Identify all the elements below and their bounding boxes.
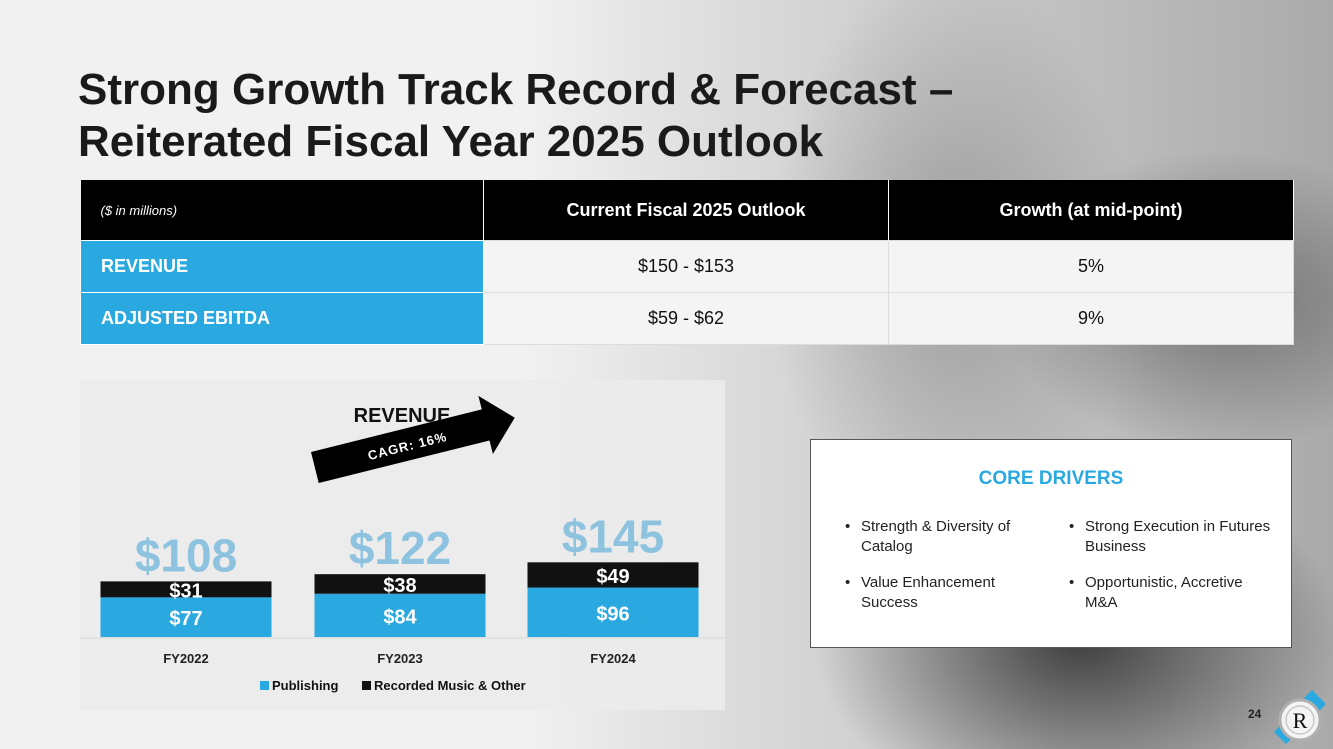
core-drivers-heading: CORE DRIVERS xyxy=(978,468,1124,489)
list-item: Opportunistic, Accretive M&A xyxy=(1067,573,1277,613)
revenue-outlook: $150 - $153 xyxy=(483,240,889,293)
legend-swatch-publishing xyxy=(260,681,269,690)
x-tick-label-fy2022: FY2022 xyxy=(163,651,209,666)
bar-publishing-fy2022 xyxy=(100,597,272,637)
data-label-recorded-music-fy2023: $38 xyxy=(383,575,416,597)
units-note: ($ in millions) xyxy=(80,180,484,241)
title-line-1: Strong Growth Track Record & Forecast – xyxy=(78,65,954,114)
growth-column-header: Growth (at mid-point) xyxy=(888,180,1294,241)
outlook-column-header: Current Fiscal 2025 Outlook xyxy=(483,180,889,241)
data-label-recorded-music-fy2024: $49 xyxy=(596,566,629,588)
data-label-publishing-fy2024: $96 xyxy=(596,603,629,625)
ebitda-growth: 9% xyxy=(888,292,1294,345)
x-axis-ticks: FY2022 FY2023 FY2024 xyxy=(163,651,636,666)
page-title: Strong Growth Track Record & Forecast – … xyxy=(78,64,953,168)
revenue-chart: REVENUE CAGR: 16% $77$31$108$84$38$122$9… xyxy=(80,395,725,693)
bar-recorded-music-fy2023 xyxy=(314,574,486,594)
row-label-adjusted-ebitda: ADJUSTED EBITDA xyxy=(80,292,484,345)
list-item: Strength & Diversity of Catalog xyxy=(843,517,1043,557)
revenue-growth: 5% xyxy=(888,240,1294,293)
total-label-fy2023: $122 xyxy=(349,522,451,574)
total-label-fy2022: $108 xyxy=(135,529,237,581)
table-row: ADJUSTED EBITDA $59 - $62 9% xyxy=(80,292,1294,345)
legend-label-recorded-music: Recorded Music & Other xyxy=(374,678,526,693)
table-row: REVENUE $150 - $153 5% xyxy=(80,240,1294,293)
list-item: Strong Execution in Futures Business xyxy=(1067,517,1277,557)
outlook-header-row: ($ in millions) Current Fiscal 2025 Outl… xyxy=(80,180,1294,241)
legend-label-publishing: Publishing xyxy=(272,678,339,693)
title-line-2: Reiterated Fiscal Year 2025 Outlook xyxy=(78,117,824,166)
data-label-recorded-music-fy2022: $31 xyxy=(169,580,202,602)
bar-publishing-fy2024 xyxy=(527,587,699,637)
chart-bars: $77 $31$108 $84 $38$122 $96 $49 $145 xyxy=(100,510,699,637)
data-label-publishing-fy2023: $84 xyxy=(383,606,417,628)
list-item: Value Enhancement Success xyxy=(843,573,1043,613)
x-tick-label-fy2023: FY2023 xyxy=(377,651,423,666)
total-label-fy2024: $145 xyxy=(562,510,664,562)
company-logo-icon: R xyxy=(1274,690,1326,744)
data-label-publishing-fy2022: $77 xyxy=(169,608,202,630)
core-drivers-box: CORE DRIVERS Strength & Diversity of Cat… xyxy=(810,439,1292,648)
bar-recorded-music-fy2022 xyxy=(100,581,272,598)
core-drivers-list-right: Strong Execution in Futures Business Opp… xyxy=(1067,517,1277,629)
page-number: 24 xyxy=(1248,707,1262,721)
bar-recorded-music-fy2024 xyxy=(527,562,699,588)
cagr-arrow-shape xyxy=(311,395,515,484)
revenue-chart-panel: REVENUE CAGR: 16% $77 $31 $108 $84 $38 $122 $9… xyxy=(80,380,725,710)
bar-publishing-fy2023 xyxy=(314,593,486,637)
chart-legend: Publishing Recorded Music & Other xyxy=(260,678,526,693)
outlook-table: ($ in millions) Current Fiscal 2025 Outl… xyxy=(80,180,1294,345)
legend-swatch-recorded-music xyxy=(362,681,371,690)
row-label-revenue: REVENUE xyxy=(80,240,484,293)
ebitda-outlook: $59 - $62 xyxy=(483,292,889,345)
core-drivers-list-left: Strength & Diversity of Catalog Value En… xyxy=(843,517,1043,629)
chart-title: REVENUE xyxy=(354,405,451,427)
x-tick-label-fy2024: FY2024 xyxy=(590,651,636,666)
svg-text:R: R xyxy=(1293,708,1308,733)
